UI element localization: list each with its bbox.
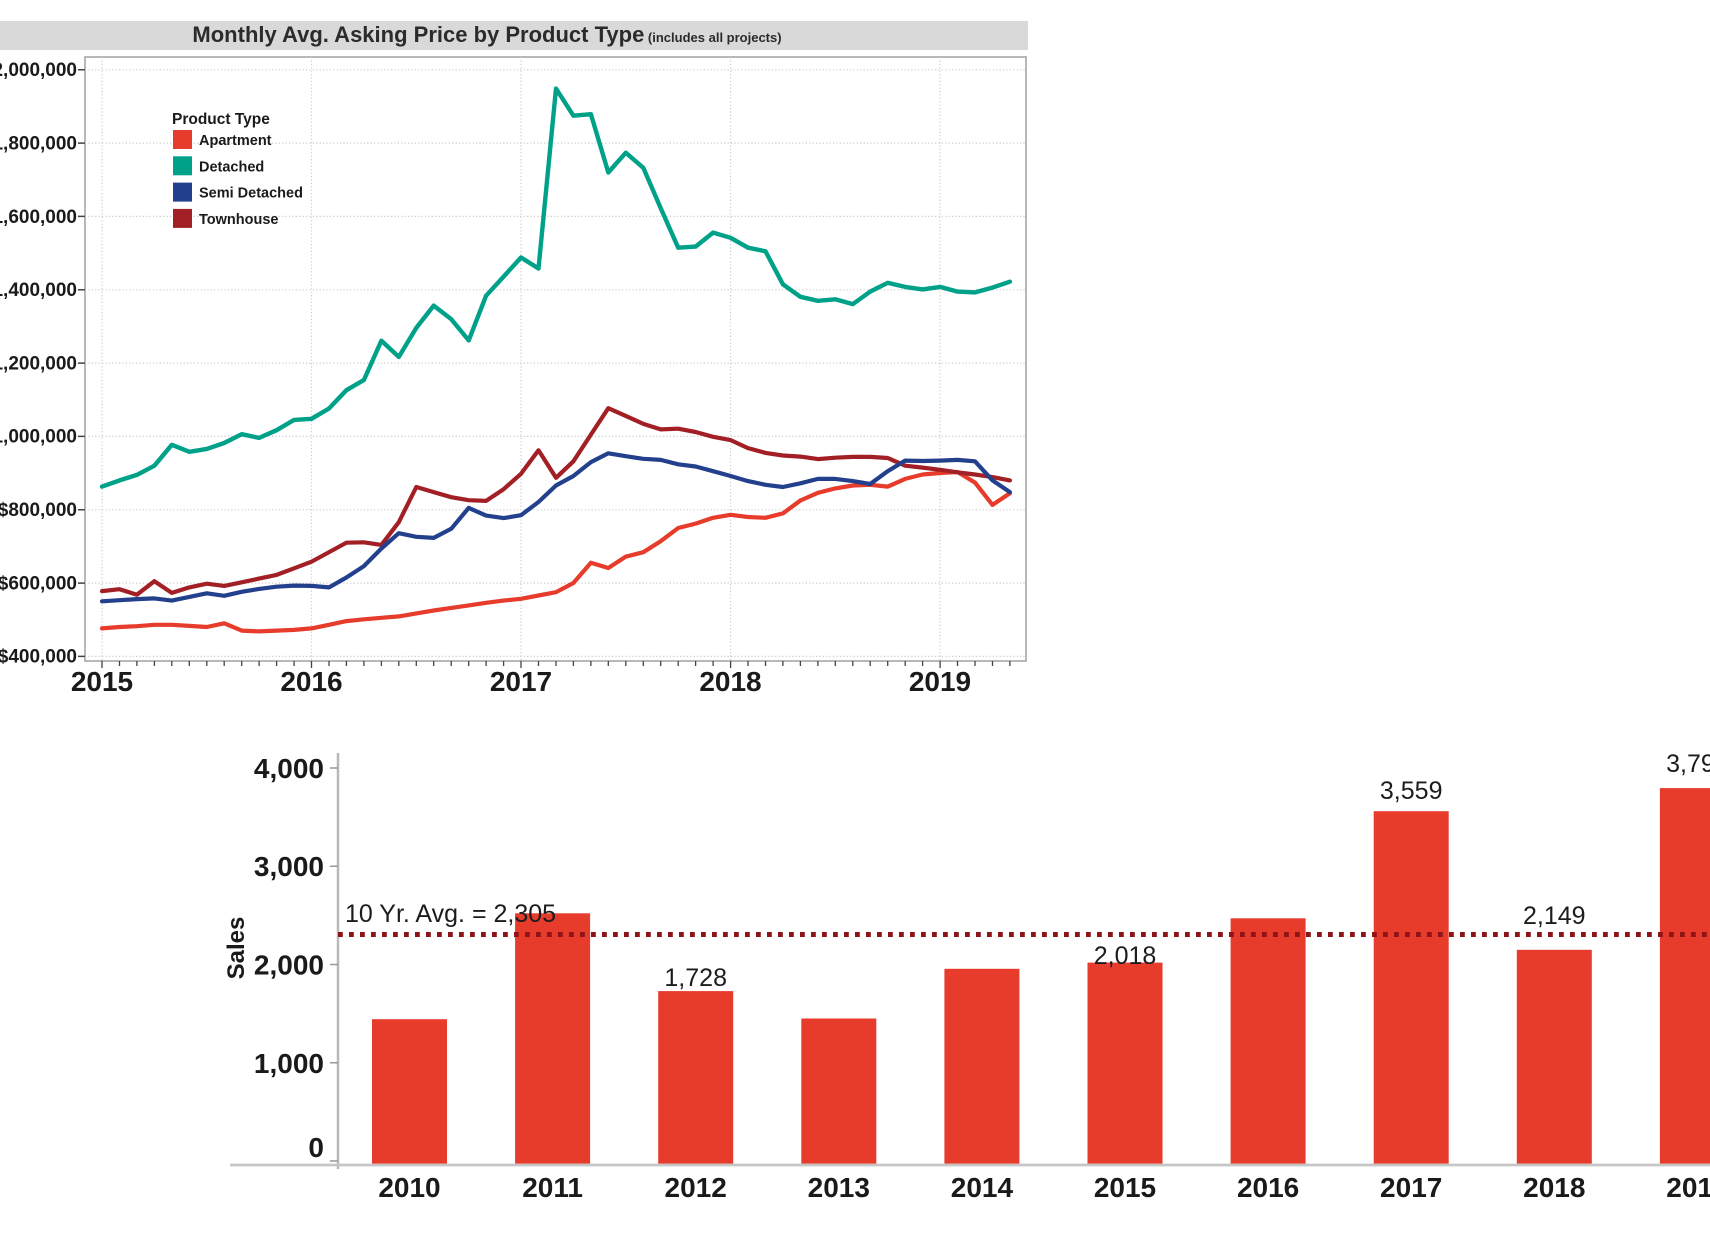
svg-text:1,000,000: 1,000,000 [0,427,77,448]
svg-text:$800,000: $800,000 [0,500,77,521]
svg-text:2,000,000: 2,000,000 [0,60,77,81]
svg-text:1,600,000: 1,600,000 [0,207,77,228]
svg-text:2018: 2018 [699,666,761,697]
svg-text:1,000: 1,000 [254,1048,324,1079]
svg-text:$400,000: $400,000 [0,647,77,668]
svg-text:1,200,000: 1,200,000 [0,353,77,374]
svg-text:3,559: 3,559 [1380,777,1443,805]
svg-text:2,149: 2,149 [1523,902,1586,930]
svg-text:2017: 2017 [1380,1172,1442,1203]
svg-text:$600,000: $600,000 [0,573,77,594]
svg-text:2017: 2017 [490,666,552,697]
svg-text:2010: 2010 [378,1172,440,1203]
svg-text:2012: 2012 [665,1172,727,1203]
svg-text:3,000: 3,000 [254,851,324,882]
svg-text:1,400,000: 1,400,000 [0,280,77,301]
svg-text:2016: 2016 [280,666,342,697]
svg-text:2015: 2015 [1094,1172,1156,1203]
svg-text:0: 0 [308,1132,324,1163]
svg-text:4,000: 4,000 [254,753,324,784]
svg-text:2016: 2016 [1237,1172,1299,1203]
svg-text:2019: 2019 [1666,1172,1710,1203]
svg-text:2011: 2011 [522,1172,583,1203]
svg-text:Townhouse: Townhouse [199,212,278,228]
svg-text:Product Type: Product Type [172,111,270,128]
svg-text:3,793: 3,793 [1666,750,1710,778]
svg-text:2019: 2019 [909,666,971,697]
svg-text:Semi Detached: Semi Detached [199,186,303,202]
svg-text:Apartment: Apartment [199,133,272,149]
svg-text:2013: 2013 [808,1172,870,1203]
svg-text:1,800,000: 1,800,000 [0,133,77,154]
svg-text:2014: 2014 [951,1172,1014,1203]
svg-text:10 Yr. Avg. = 2,305: 10 Yr. Avg. = 2,305 [345,900,556,928]
svg-text:Monthly Avg. Asking Price by P: Monthly Avg. Asking Price by Product Typ… [192,22,781,47]
svg-text:Sales: Sales [223,917,250,980]
svg-text:Detached: Detached [199,159,264,175]
svg-text:1,728: 1,728 [664,964,727,992]
svg-text:2,018: 2,018 [1094,942,1157,970]
svg-text:2,000: 2,000 [254,950,324,981]
svg-text:2018: 2018 [1523,1172,1585,1203]
svg-text:2015: 2015 [71,666,133,697]
